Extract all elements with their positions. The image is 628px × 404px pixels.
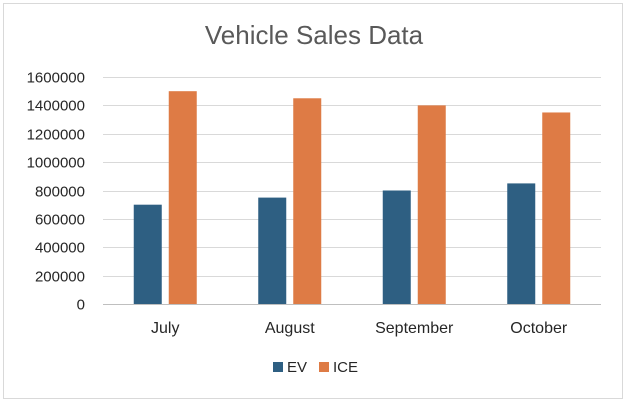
bar-ev-september	[382, 190, 411, 304]
bar-ev-august	[258, 197, 287, 304]
x-axis-categories: July August September October	[151, 320, 568, 337]
legend: EV ICE	[273, 359, 358, 376]
legend-swatch-ice	[319, 362, 329, 372]
x-category-label: July	[151, 320, 179, 337]
y-axis-ticks: 0 200000 400000 600000 800000 1000000 1200000 1…	[27, 70, 85, 314]
x-category-label: October	[510, 320, 568, 337]
bar-ice-july	[168, 91, 197, 304]
legend-swatch-ev	[273, 362, 283, 372]
y-tick-label: 1600000	[27, 70, 85, 87]
y-tick-label: 600000	[35, 212, 85, 229]
y-tick-label: 800000	[35, 184, 85, 201]
bar-ice-august	[293, 98, 322, 304]
bars	[133, 91, 571, 304]
bar-ev-july	[133, 204, 162, 304]
chart-title: Vehicle Sales Data	[205, 20, 424, 50]
y-tick-label: 0	[77, 297, 85, 314]
x-category-label: September	[375, 320, 454, 337]
y-tick-label: 200000	[35, 269, 85, 286]
legend-label-ice: ICE	[333, 359, 358, 376]
x-category-label: August	[265, 320, 315, 337]
bar-ice-october	[542, 112, 571, 304]
y-tick-label: 1000000	[27, 155, 85, 172]
bar-ev-october	[507, 183, 536, 304]
y-tick-label: 1200000	[27, 127, 85, 144]
legend-label-ev: EV	[287, 359, 307, 376]
y-tick-label: 1400000	[27, 98, 85, 115]
bar-ice-september	[417, 105, 446, 304]
y-tick-label: 400000	[35, 240, 85, 257]
